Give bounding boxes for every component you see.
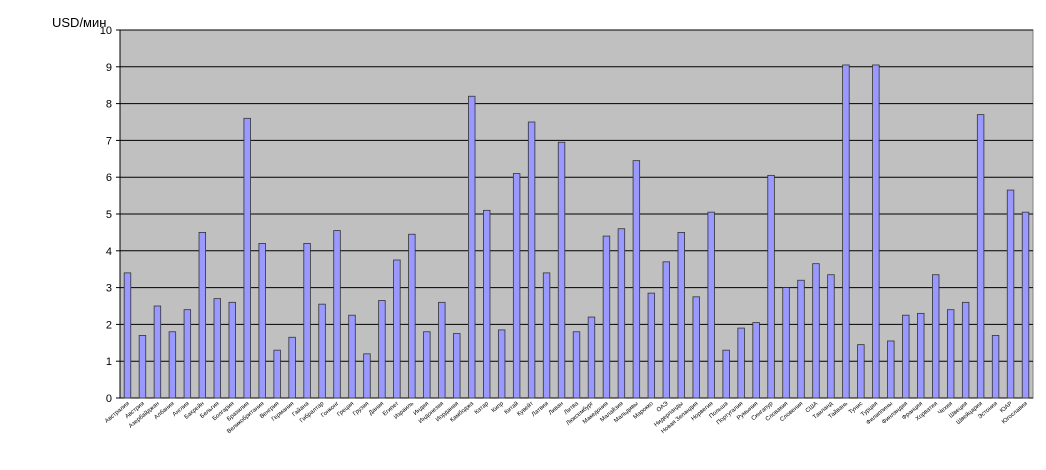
bar [887, 340, 895, 399]
y-tick-label: 3 [106, 283, 112, 295]
y-axis-title: USD/мин [52, 15, 106, 30]
bar [572, 331, 581, 399]
bar [153, 305, 162, 399]
bar [797, 279, 805, 399]
bar [917, 312, 925, 399]
bar [722, 349, 730, 399]
bar [782, 287, 790, 399]
y-tick-label: 9 [106, 62, 112, 74]
bar [138, 335, 147, 399]
y-tick-label: 10 [100, 25, 112, 37]
bar [842, 64, 850, 399]
bar [587, 316, 596, 399]
bar [228, 301, 236, 399]
bar [991, 335, 1000, 399]
bar [318, 303, 326, 399]
bar [932, 274, 940, 399]
bar [752, 322, 760, 399]
bar [423, 331, 431, 399]
bar [677, 231, 685, 399]
bar [408, 233, 416, 399]
x-tick-label: Грузия [352, 401, 370, 418]
y-tick-label: 7 [106, 135, 112, 147]
bar [827, 274, 835, 399]
bar [902, 314, 910, 399]
bar [497, 329, 506, 399]
bar [333, 230, 341, 399]
bar [737, 327, 745, 399]
x-tick-label: Греция [336, 401, 355, 418]
bar [213, 298, 221, 399]
bar [857, 344, 865, 399]
y-tick-label: 4 [106, 246, 112, 258]
bar [557, 141, 566, 399]
bar [363, 353, 371, 399]
bar [168, 331, 177, 399]
bar [348, 314, 356, 399]
bar [662, 261, 670, 399]
bar [767, 174, 775, 399]
bar [1021, 211, 1030, 399]
bar [438, 301, 446, 399]
bar [183, 309, 192, 399]
y-tick-label: 8 [106, 99, 112, 111]
y-tick-label: 6 [106, 172, 112, 184]
bar [961, 301, 970, 399]
bar [527, 121, 536, 399]
y-tick-label: 0 [106, 393, 112, 405]
bar [1006, 189, 1015, 399]
bar [453, 333, 461, 399]
bar [512, 173, 521, 399]
bar [976, 114, 985, 399]
bar [198, 231, 207, 399]
bar [468, 95, 476, 399]
bar [303, 243, 311, 399]
bar [946, 309, 955, 399]
bar [602, 235, 611, 399]
x-tick-label: Катар [474, 401, 491, 416]
bar [542, 272, 551, 399]
bar [378, 300, 386, 399]
bar [483, 209, 491, 399]
bar [707, 211, 715, 399]
bar [812, 263, 820, 399]
bar [273, 349, 281, 399]
bar [692, 296, 700, 399]
bar [872, 64, 880, 399]
bar [243, 117, 251, 399]
x-tick-label: Латвия [531, 401, 550, 418]
bar [393, 259, 401, 399]
y-tick-label: 1 [106, 356, 112, 368]
bar [258, 243, 266, 399]
bar [288, 336, 296, 399]
bar [123, 272, 132, 399]
y-tick-label: 5 [106, 209, 112, 221]
bar [617, 228, 626, 399]
x-tick-label: Ливан [548, 401, 565, 417]
y-tick-label: 2 [106, 319, 112, 331]
bar [647, 292, 656, 399]
bar [632, 160, 641, 399]
